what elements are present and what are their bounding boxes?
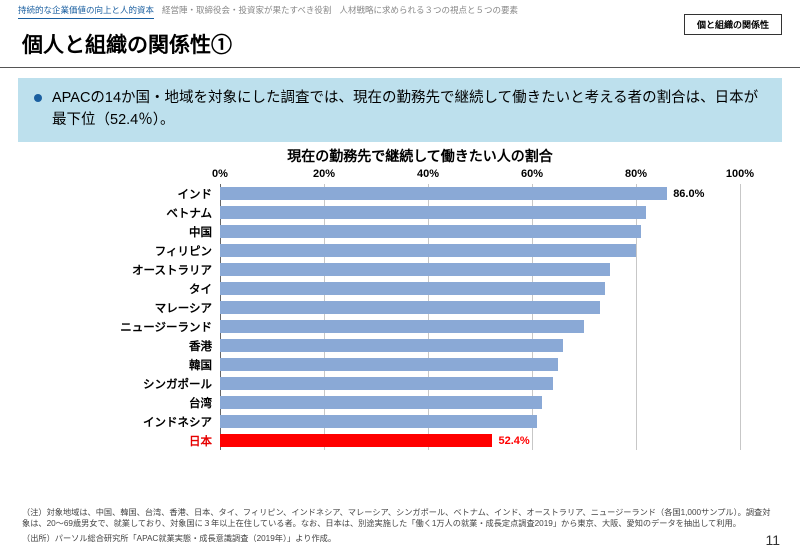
context-badge: 個と組織の関係性 — [684, 14, 782, 35]
bar — [220, 320, 584, 333]
bar-label: インドネシア — [94, 414, 212, 430]
bar-row: シンガポール — [220, 374, 740, 393]
x-axis: 0%20%40%60%80%100% — [220, 168, 740, 184]
bar-row: オーストラリア — [220, 260, 740, 279]
tab-1[interactable]: 持続的な企業価値の向上と人的資本 — [18, 4, 154, 19]
bar-row: 日本52.4% — [220, 431, 740, 450]
tab-2[interactable]: 経営陣・取締役会・投資家が果たすべき役割 — [162, 4, 331, 19]
x-tick: 0% — [212, 168, 228, 180]
bar-row: ニュージーランド — [220, 317, 740, 336]
callout-text: APACの14か国・地域を対象にした調査では、現在の勤務先で継続して働きたいと考… — [52, 88, 766, 132]
bar — [220, 358, 558, 371]
plot-area: インド86.0%ベトナム中国フィリピンオーストラリアタイマレーシアニュージーラン… — [220, 184, 740, 450]
bar — [220, 339, 563, 352]
bar-label: シンガポール — [94, 376, 212, 392]
bar — [220, 301, 600, 314]
bar-label: 台湾 — [94, 395, 212, 411]
chart-title: 現在の勤務先で継続して働きたい人の割合 — [100, 146, 740, 166]
note-2: （出所）パーソル総合研究所「APAC就業実態・成長意識調査（2019年）」より作… — [22, 533, 778, 544]
bar — [220, 244, 636, 257]
bar-label: 中国 — [94, 224, 212, 240]
bullet-icon — [34, 94, 42, 102]
bar-value: 86.0% — [673, 188, 704, 200]
bar-label: フィリピン — [94, 243, 212, 259]
bar-row: マレーシア — [220, 298, 740, 317]
footnotes: （注）対象地域は、中国、韓国、台湾、香港、日本、タイ、フィリピン、インドネシア、… — [22, 507, 778, 544]
page-number: 11 — [765, 532, 780, 548]
bar-label: 韓国 — [94, 357, 212, 373]
bar-row: 台湾 — [220, 393, 740, 412]
bar — [220, 434, 492, 447]
bar-row: インドネシア — [220, 412, 740, 431]
page-title: 個人と組織の関係性① — [0, 19, 800, 67]
note-1: （注）対象地域は、中国、韓国、台湾、香港、日本、タイ、フィリピン、インドネシア、… — [22, 507, 778, 529]
bar-label: タイ — [94, 281, 212, 297]
bar-chart: 現在の勤務先で継続して働きたい人の割合 0%20%40%60%80%100% イ… — [100, 146, 740, 460]
bar-label: ニュージーランド — [94, 319, 212, 335]
bar — [220, 396, 542, 409]
bar-row: フィリピン — [220, 241, 740, 260]
top-tabs: 持続的な企業価値の向上と人的資本 経営陣・取締役会・投資家が果たすべき役割 人材… — [0, 0, 800, 19]
bar — [220, 282, 605, 295]
bar — [220, 206, 646, 219]
bar — [220, 225, 641, 238]
x-tick: 80% — [625, 168, 647, 180]
bar-label: 香港 — [94, 338, 212, 354]
bar-label: オーストラリア — [94, 262, 212, 278]
x-tick: 20% — [313, 168, 335, 180]
bar — [220, 263, 610, 276]
title-rule — [0, 67, 800, 68]
bar-label: 日本 — [94, 433, 212, 449]
gridline — [740, 184, 741, 450]
bar — [220, 415, 537, 428]
x-tick: 40% — [417, 168, 439, 180]
bar-label: マレーシア — [94, 300, 212, 316]
bar-label: ベトナム — [94, 205, 212, 221]
callout: APACの14か国・地域を対象にした調査では、現在の勤務先で継続して働きたいと考… — [18, 78, 782, 142]
bar-label: インド — [94, 186, 212, 202]
x-tick: 100% — [726, 168, 754, 180]
bar-row: タイ — [220, 279, 740, 298]
tab-3[interactable]: 人材戦略に求められる３つの視点と５つの要素 — [339, 4, 518, 19]
x-tick: 60% — [521, 168, 543, 180]
bar — [220, 377, 553, 390]
bar-value: 52.4% — [498, 435, 529, 447]
bar-row: インド86.0% — [220, 184, 740, 203]
bar — [220, 187, 667, 200]
bar-row: ベトナム — [220, 203, 740, 222]
bar-row: 韓国 — [220, 355, 740, 374]
bar-row: 中国 — [220, 222, 740, 241]
bar-row: 香港 — [220, 336, 740, 355]
